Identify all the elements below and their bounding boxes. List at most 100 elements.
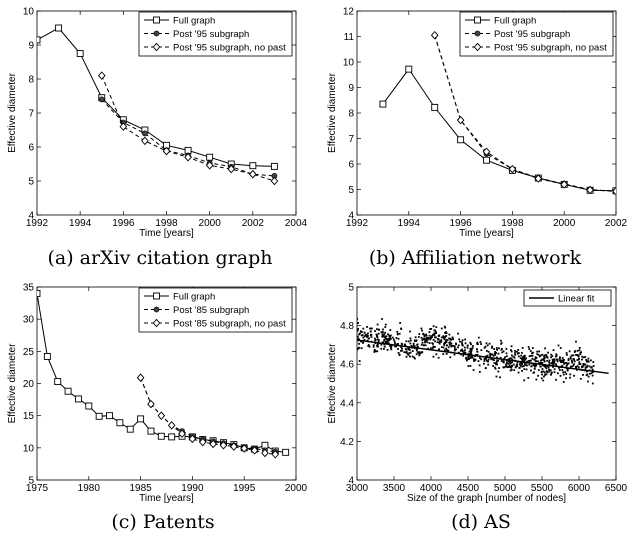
scatter-point	[437, 335, 440, 337]
scatter-point	[540, 377, 543, 380]
scatter-point	[427, 338, 429, 341]
scatter-point	[427, 347, 430, 350]
legend-label: Full graph	[173, 291, 215, 302]
scatter-point	[413, 339, 416, 342]
scatter-point	[496, 356, 499, 359]
x-tick-label: 1990	[181, 483, 204, 494]
scatter-point	[420, 336, 423, 339]
data-point	[184, 152, 192, 162]
scatter-point	[507, 360, 510, 363]
scatter-point	[515, 366, 517, 369]
scatter-point	[495, 347, 498, 349]
y-tick-label: 8	[348, 109, 354, 120]
scatter-point	[530, 369, 532, 372]
scatter-point	[368, 345, 371, 348]
scatter-point	[384, 336, 386, 339]
scatter-point	[496, 348, 499, 351]
scatter-point	[357, 317, 359, 320]
scatter-point	[453, 353, 456, 356]
scatter-point	[429, 328, 432, 330]
x-tick-label: 1992	[346, 218, 369, 229]
scatter-point	[392, 338, 395, 341]
scatter-point	[358, 360, 361, 362]
x-tick-label: 5000	[494, 483, 517, 494]
scatter-point	[558, 366, 560, 369]
scatter-point	[536, 353, 539, 355]
legend-label: Post '95 subgraph	[173, 29, 249, 40]
data-point	[219, 440, 228, 450]
x-axis-label: Time [years]	[139, 493, 194, 504]
scatter-point	[522, 357, 525, 360]
data-point	[116, 419, 124, 427]
scatter-point	[445, 332, 448, 335]
scatter-point	[589, 359, 592, 362]
scatter-point	[567, 359, 570, 362]
scatter-point	[434, 340, 437, 343]
scatter-point	[440, 339, 443, 342]
scatter-point	[413, 356, 416, 359]
y-tick-label: 20	[23, 379, 35, 390]
scatter-point	[358, 346, 361, 349]
scatter-point	[431, 342, 434, 345]
scatter-point	[575, 365, 577, 368]
scatter-point	[510, 354, 513, 357]
scatter-point	[562, 381, 565, 383]
scatter-point	[438, 340, 441, 343]
scatter-point	[387, 333, 389, 336]
scatter-point	[525, 364, 528, 367]
scatter-point	[504, 356, 506, 359]
scatter-point	[548, 370, 551, 373]
scatter-point	[376, 350, 379, 353]
scatter-point	[537, 374, 539, 377]
scatter-point	[358, 333, 360, 336]
scatter-point	[519, 363, 521, 366]
scatter-point	[453, 345, 456, 347]
scatter-point	[591, 371, 594, 374]
scatter-point	[380, 331, 383, 334]
scatter-point	[550, 356, 553, 359]
scatter-point	[551, 361, 554, 364]
scatter-point	[443, 338, 446, 341]
scatter-point	[458, 351, 460, 354]
scatter-point	[376, 343, 379, 346]
scatter-point	[400, 346, 403, 349]
scatter-point	[558, 357, 561, 360]
scatter-point	[388, 339, 390, 342]
series-line-2	[140, 377, 276, 455]
scatter-point	[502, 360, 505, 362]
scatter-point	[536, 350, 539, 353]
scatter-point	[493, 348, 496, 350]
scatter-point	[391, 336, 394, 339]
scatter-point	[377, 338, 379, 341]
scatter-point	[455, 348, 457, 351]
scatter-point	[485, 342, 488, 345]
scatter-point	[505, 363, 507, 366]
x-tick-label: 1980	[78, 483, 101, 494]
y-tick-label: 30	[23, 315, 35, 326]
legend: Full graph Post '95 subgraph Post '95 subg…	[459, 11, 614, 57]
data-point	[261, 441, 269, 449]
scatter-point	[444, 331, 447, 334]
scatter-point	[538, 355, 541, 358]
scatter-point	[469, 350, 472, 353]
scatter-point	[544, 347, 546, 350]
scatter-point	[407, 340, 410, 343]
scatter-point	[559, 359, 561, 362]
scatter-point	[362, 327, 365, 330]
scatter-point	[527, 377, 530, 379]
y-tick-label: 10	[343, 58, 355, 69]
scatter-point	[480, 349, 483, 352]
scatter-point	[581, 358, 583, 361]
scatter-point	[519, 357, 522, 359]
legend-label: Post '85 subgraph	[173, 305, 249, 316]
data-point	[261, 448, 269, 458]
scatter-point	[418, 351, 421, 353]
scatter-point	[388, 335, 391, 337]
series-line-2	[434, 35, 616, 192]
scatter-point	[399, 322, 402, 324]
legend-label: Linear fit	[558, 293, 595, 304]
scatter-point	[491, 345, 494, 348]
scatter-point	[457, 346, 459, 349]
scatter-point	[373, 349, 376, 352]
scatter-point	[368, 337, 370, 340]
